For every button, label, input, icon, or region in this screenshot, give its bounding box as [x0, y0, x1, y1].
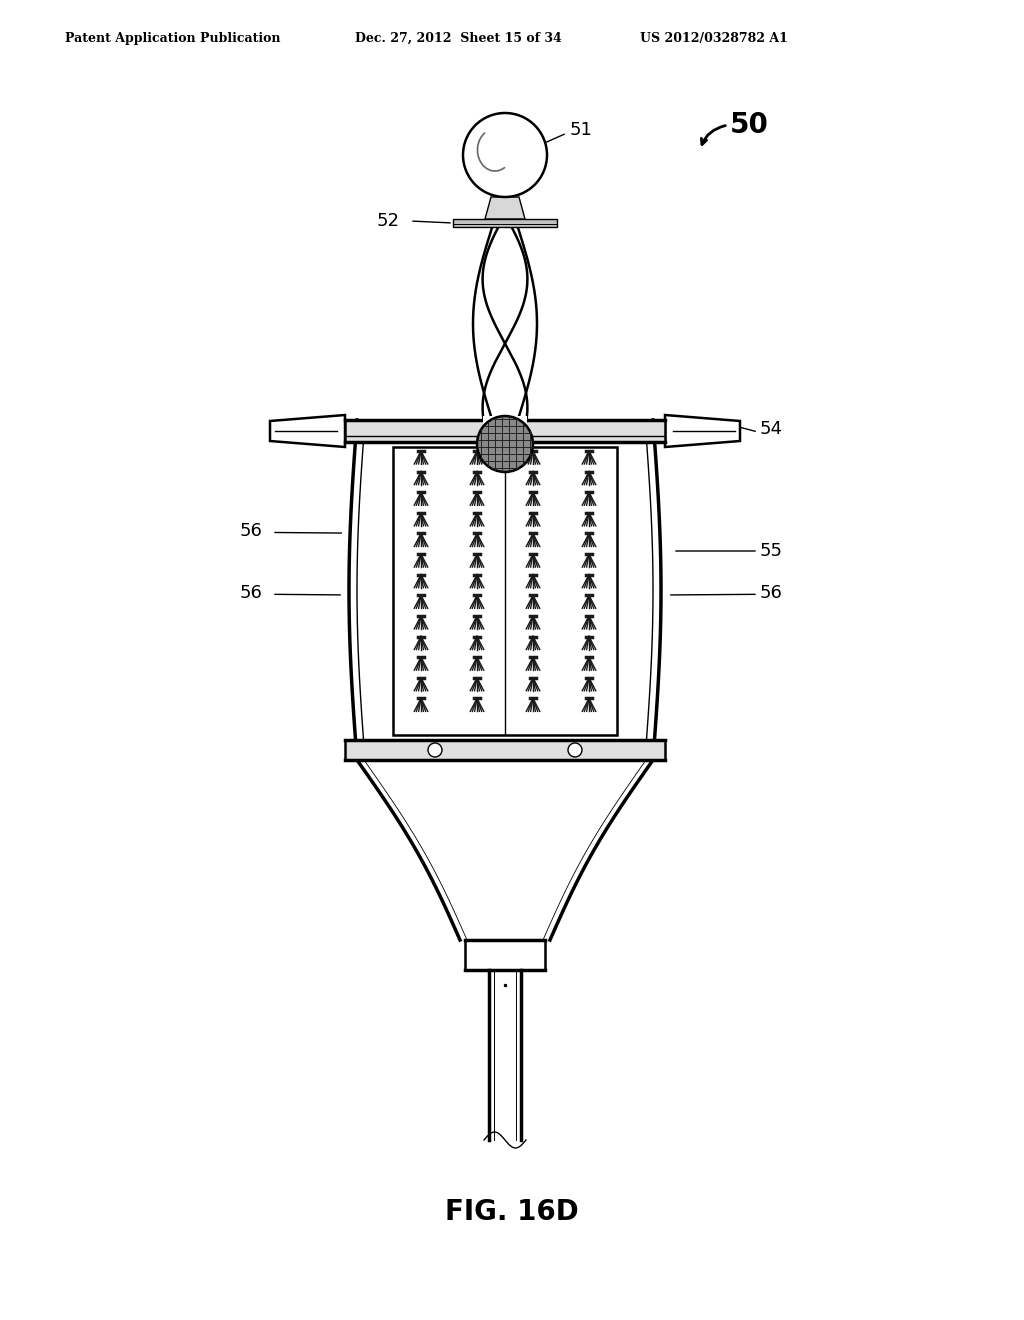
Text: 10: 10 — [375, 426, 397, 445]
Text: 55: 55 — [760, 543, 783, 560]
Polygon shape — [489, 970, 521, 1140]
Text: 50: 50 — [730, 111, 769, 139]
Text: 53: 53 — [550, 463, 573, 480]
Polygon shape — [665, 414, 740, 447]
Circle shape — [477, 416, 534, 473]
Text: FIG. 16D: FIG. 16D — [445, 1199, 579, 1226]
Text: US 2012/0328782 A1: US 2012/0328782 A1 — [640, 32, 787, 45]
FancyBboxPatch shape — [393, 447, 617, 735]
Circle shape — [428, 743, 442, 756]
Polygon shape — [270, 414, 345, 447]
Text: Dec. 27, 2012  Sheet 15 of 34: Dec. 27, 2012 Sheet 15 of 34 — [355, 32, 562, 45]
FancyBboxPatch shape — [345, 741, 665, 760]
Circle shape — [568, 743, 582, 756]
Text: 54: 54 — [760, 420, 783, 438]
Text: 56: 56 — [240, 585, 262, 602]
Text: 56: 56 — [240, 523, 262, 540]
FancyBboxPatch shape — [453, 219, 557, 227]
Text: Patent Application Publication: Patent Application Publication — [65, 32, 281, 45]
Text: 56: 56 — [760, 585, 783, 602]
FancyBboxPatch shape — [483, 416, 527, 473]
Text: 51: 51 — [570, 121, 593, 139]
Circle shape — [463, 114, 547, 197]
Polygon shape — [485, 197, 525, 219]
Text: 52: 52 — [377, 213, 400, 230]
FancyBboxPatch shape — [345, 420, 665, 442]
FancyBboxPatch shape — [465, 940, 545, 970]
